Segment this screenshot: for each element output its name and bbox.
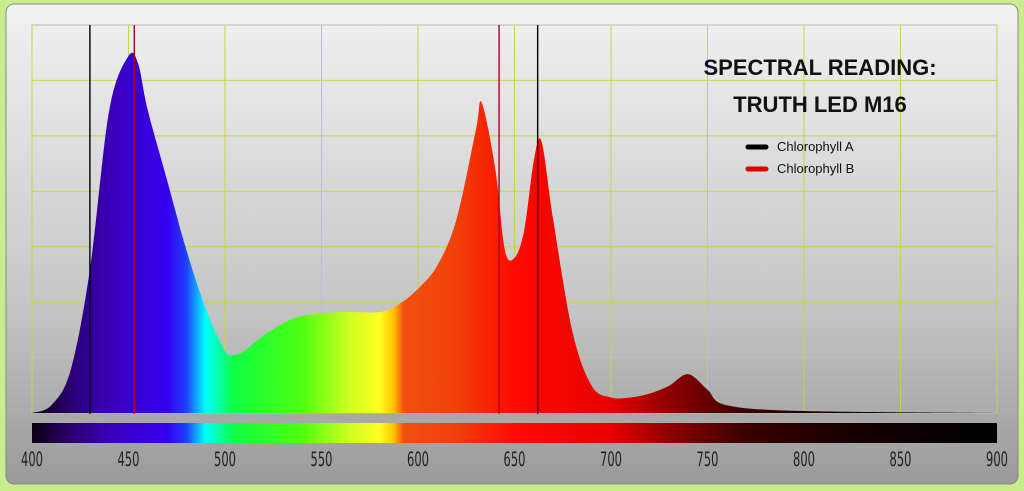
x-tick-label: 400 [21, 448, 43, 471]
x-tick-label: 500 [214, 448, 236, 471]
x-tick-label: 450 [118, 448, 140, 471]
legend: Chlorophyll A Chlorophyll B [745, 139, 854, 176]
x-tick-label: 800 [793, 448, 815, 471]
x-tick-label: 900 [986, 448, 1008, 471]
legend-label-chlorophyll-a: Chlorophyll A [777, 139, 854, 154]
x-tick-labels: 400 450 500 550 600 650 700 750 800 850 900 [21, 448, 1008, 471]
legend-label-chlorophyll-b: Chlorophyll B [777, 161, 854, 176]
x-tick-label: 550 [311, 448, 333, 471]
x-tick-label: 850 [890, 448, 912, 471]
x-tick-label: 650 [504, 448, 526, 471]
x-tick-label: 700 [600, 448, 622, 471]
chart-subtitle: TRUTH LED M16 [733, 92, 907, 117]
spectrum-area [32, 52, 997, 413]
x-tick-label: 750 [697, 448, 719, 471]
baseline-strip [32, 414, 997, 419]
x-tick-label: 600 [407, 448, 429, 471]
spectrum-color-bar [32, 423, 997, 443]
spectrum-area-group [32, 52, 997, 413]
chart-title: SPECTRAL READING: [703, 55, 936, 80]
reference-lines [89, 25, 539, 415]
